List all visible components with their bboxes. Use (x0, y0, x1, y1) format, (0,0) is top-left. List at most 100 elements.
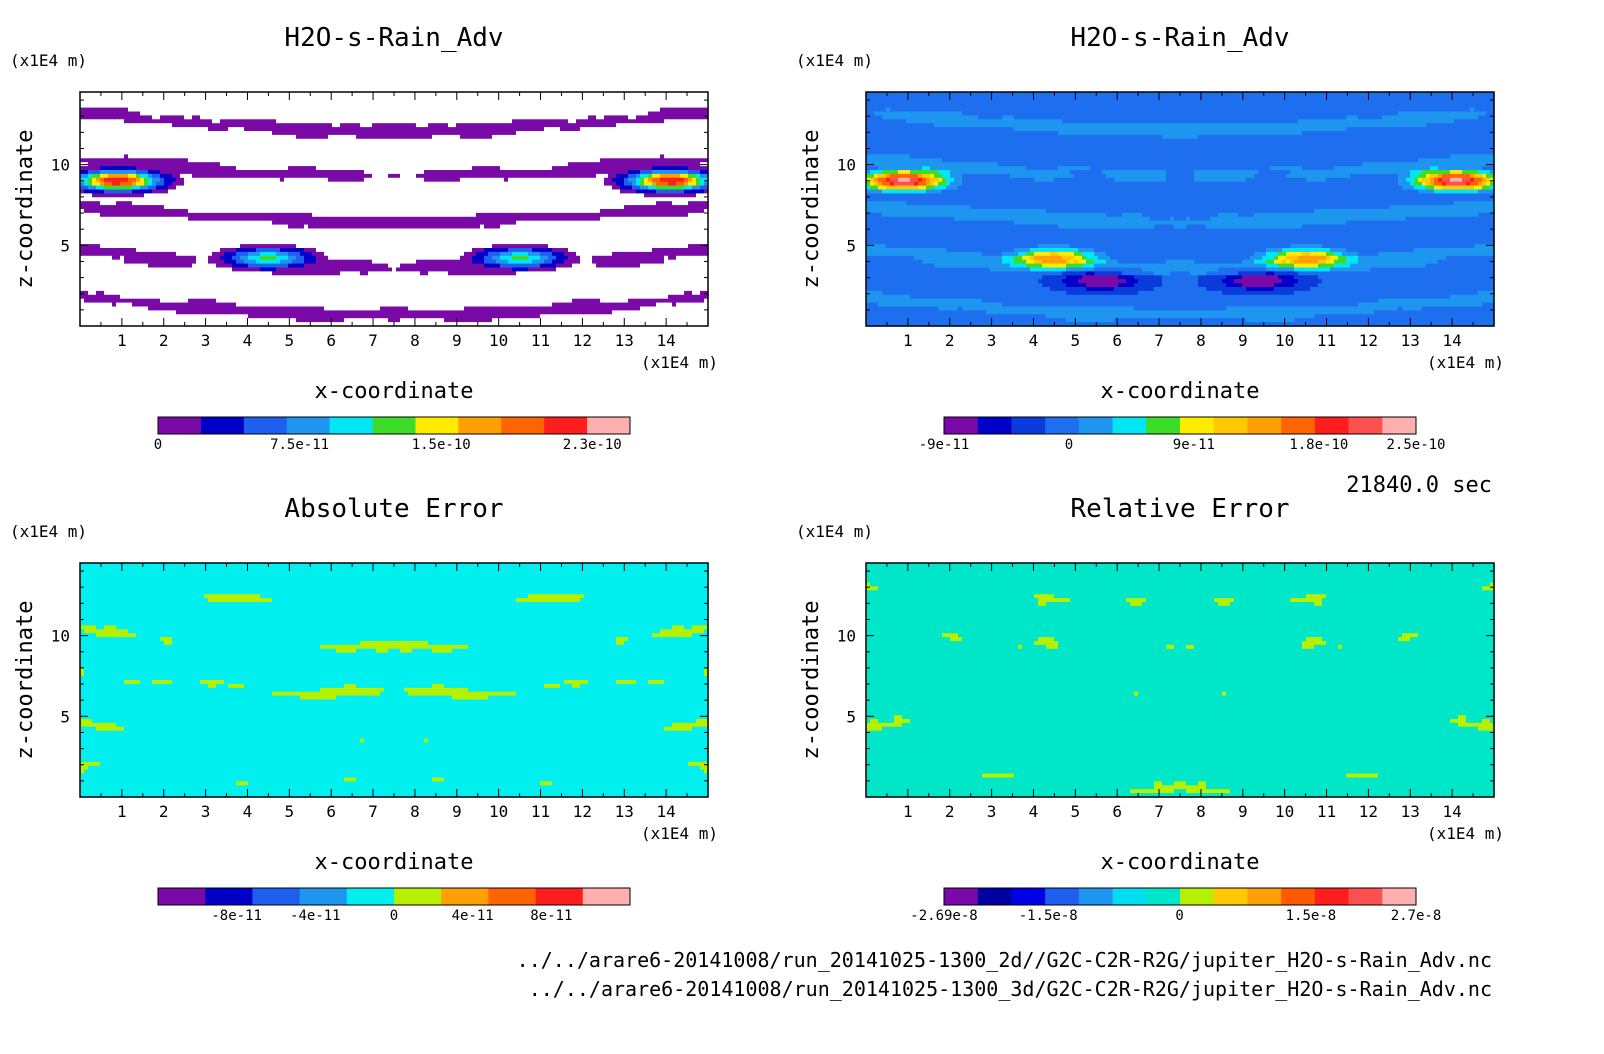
colorbar-swatch (300, 888, 348, 905)
colorbar-swatch (1349, 888, 1383, 905)
colorbar-swatch (458, 417, 501, 434)
y-unit-label: (x1E4 m) (796, 51, 873, 70)
colorbar-label: 2.7e-8 (1391, 908, 1442, 924)
colorbar-swatch (544, 417, 587, 434)
x-tick-label: 13 (1401, 331, 1420, 350)
x-tick-label: 10 (1275, 331, 1294, 350)
x-tick-label: 14 (657, 331, 676, 350)
y-unit-label: (x1E4 m) (10, 51, 87, 70)
plot-title: Relative Error (1070, 494, 1289, 524)
panel-1: H2O-s-Rain_Adv(x1E4 m)1 2 3 4 5 6 7 8 9 10 11 12 13 1… (10, 23, 718, 453)
panel-2: H2O-s-Rain_Adv(x1E4 m)1 2 3 4 5 6 7 8 9 10 11 12 13 1… (796, 23, 1504, 453)
y-tick-label: 5 (60, 236, 70, 255)
y-tick-label: 10 (51, 627, 70, 646)
x-tick-label: 7 (1154, 802, 1164, 821)
colorbar-swatch (287, 417, 330, 434)
x-unit-label: (x1E4 m) (1427, 353, 1504, 372)
x-tick-label: 12 (1359, 802, 1378, 821)
colorbar-swatch (1113, 417, 1147, 434)
colorbar-swatch (583, 888, 631, 905)
x-tick-label: 8 (410, 331, 420, 350)
colorbar-label: 7.5e-11 (270, 437, 329, 453)
y-tick-label: 5 (846, 236, 856, 255)
colorbar-label: 0 (390, 908, 398, 924)
y-axis-title: z-coordinate (13, 130, 38, 289)
x-tick-label: 1 (903, 802, 913, 821)
x-tick-label: 14 (1443, 331, 1462, 350)
x-tick-label: 12 (573, 802, 592, 821)
colorbar-swatch (1247, 888, 1281, 905)
colorbar-swatch (1214, 417, 1248, 434)
colorbar-swatch (536, 888, 584, 905)
colorbar-swatch (415, 417, 458, 434)
x-tick-label: 13 (615, 331, 634, 350)
colorbar-swatch (441, 888, 489, 905)
x-tick-label: 6 (326, 331, 336, 350)
colorbar-label: 9e-11 (1173, 437, 1215, 453)
plot-title: H2O-s-Rain_Adv (284, 23, 503, 53)
colorbar-label: 4e-11 (452, 908, 494, 924)
plot-title: Absolute Error (284, 494, 503, 524)
x-tick-label: 11 (531, 331, 550, 350)
x-tick-label: 9 (452, 802, 462, 821)
x-tick-label: 7 (368, 331, 378, 350)
x-tick-label: 2 (159, 802, 169, 821)
x-tick-label: 3 (201, 331, 211, 350)
y-axis-title: z-coordinate (13, 601, 38, 760)
colorbar-swatch (158, 888, 206, 905)
colorbar-swatch (205, 888, 253, 905)
field-raster (80, 92, 709, 327)
x-tick-label: 14 (1443, 802, 1462, 821)
x-unit-label: (x1E4 m) (1427, 824, 1504, 843)
colorbar-swatch (330, 417, 373, 434)
plot-title: H2O-s-Rain_Adv (1070, 23, 1289, 53)
x-tick-label: 8 (410, 802, 420, 821)
x-tick-label: 12 (1359, 331, 1378, 350)
x-tick-label: 3 (201, 802, 211, 821)
colorbar-swatch (587, 417, 630, 434)
colorbar-label: 0 (154, 437, 162, 453)
x-tick-label: 5 (1071, 331, 1081, 350)
x-tick-label: 9 (452, 331, 462, 350)
x-tick-label: 1 (117, 802, 127, 821)
colorbar-label: -9e-11 (919, 437, 970, 453)
colorbar-swatch (1079, 417, 1113, 434)
colorbar-swatch (252, 888, 300, 905)
colorbar-swatch (201, 417, 244, 434)
x-tick-label: 4 (243, 331, 253, 350)
x-tick-label: 10 (1275, 802, 1294, 821)
file-path-2: ../../arare6-20141008/run_20141025-1300_… (529, 977, 1492, 1001)
colorbar-swatch (1146, 888, 1180, 905)
colorbar-label: 1.5e-8 (1286, 908, 1337, 924)
y-tick-label: 10 (51, 156, 70, 175)
x-tick-label: 5 (1071, 802, 1081, 821)
x-tick-label: 13 (1401, 802, 1420, 821)
colorbar-swatch (1382, 888, 1416, 905)
colorbar-swatch (244, 417, 287, 434)
y-tick-label: 5 (846, 707, 856, 726)
x-tick-label: 14 (657, 802, 676, 821)
colorbar-swatch (394, 888, 442, 905)
x-tick-label: 8 (1196, 331, 1206, 350)
y-tick-label: 10 (837, 156, 856, 175)
y-unit-label: (x1E4 m) (10, 522, 87, 541)
x-tick-label: 10 (489, 331, 508, 350)
colorbar-swatch (944, 888, 978, 905)
x-tick-label: 9 (1238, 802, 1248, 821)
time-label: 21840.0 sec (1346, 473, 1492, 498)
field-raster (866, 563, 1495, 798)
colorbar-label: 2.5e-10 (1386, 437, 1445, 453)
y-unit-label: (x1E4 m) (796, 522, 873, 541)
x-tick-label: 11 (531, 802, 550, 821)
x-tick-label: 9 (1238, 331, 1248, 350)
x-tick-label: 2 (945, 331, 955, 350)
x-tick-label: 4 (243, 802, 253, 821)
colorbar-swatch (1146, 417, 1180, 434)
x-tick-label: 7 (1154, 331, 1164, 350)
panel-4: Relative Error(x1E4 m)1 2 3 4 5 6 7 8 9 10 11 12 13 1… (796, 494, 1504, 924)
x-tick-label: 11 (1317, 331, 1336, 350)
colorbar-swatch (1382, 417, 1416, 434)
colorbar-swatch (1247, 417, 1281, 434)
colorbar-label: 1.8e-10 (1289, 437, 1348, 453)
x-tick-label: 10 (489, 802, 508, 821)
